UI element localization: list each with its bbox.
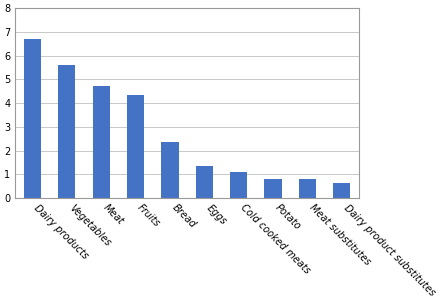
Bar [265, 178, 282, 198]
Bar [93, 86, 110, 198]
Bar [196, 166, 213, 198]
Bar [24, 39, 41, 198]
Bar [299, 178, 316, 198]
Bar [127, 95, 144, 198]
Bar [58, 65, 75, 198]
Bar [230, 172, 247, 198]
Bar [333, 182, 350, 198]
Bar [161, 142, 179, 198]
